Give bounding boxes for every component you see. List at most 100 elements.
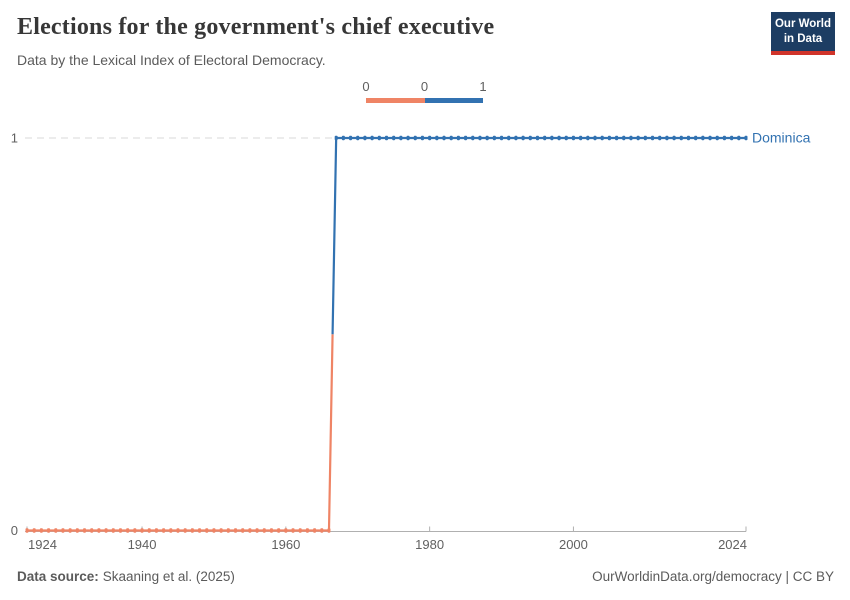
series-marker[interactable]: [478, 135, 482, 141]
legend-bar-value-1[interactable]: [424, 98, 483, 103]
series-marker[interactable]: [385, 135, 388, 141]
series-marker[interactable]: [730, 135, 734, 141]
series-marker[interactable]: [305, 528, 309, 533]
series-marker[interactable]: [686, 135, 690, 141]
series-marker[interactable]: [284, 528, 288, 533]
series-marker[interactable]: [147, 528, 151, 533]
series-marker[interactable]: [262, 528, 266, 533]
series-marker[interactable]: [564, 135, 568, 141]
footer-license-link[interactable]: OurWorldinData.org/democracy | CC BY: [592, 569, 834, 584]
series-marker[interactable]: [133, 528, 137, 533]
series-marker[interactable]: [607, 135, 611, 141]
series-marker[interactable]: [104, 528, 108, 533]
series-marker[interactable]: [550, 135, 554, 141]
series-marker[interactable]: [269, 528, 273, 533]
series-marker[interactable]: [68, 528, 72, 533]
series-marker[interactable]: [535, 135, 539, 141]
series-line-segment[interactable]: [27, 334, 334, 532]
series-marker[interactable]: [219, 528, 223, 533]
series-marker[interactable]: [25, 528, 29, 533]
series-marker[interactable]: [629, 135, 633, 141]
series-marker[interactable]: [600, 135, 604, 141]
series-marker[interactable]: [54, 528, 58, 533]
series-marker[interactable]: [75, 528, 79, 533]
series-marker[interactable]: [543, 135, 547, 141]
series-marker[interactable]: [665, 135, 669, 141]
series-marker[interactable]: [701, 135, 705, 141]
series-marker[interactable]: [248, 528, 252, 533]
series-marker[interactable]: [190, 528, 194, 533]
series-marker[interactable]: [492, 135, 496, 141]
series-marker[interactable]: [97, 528, 101, 533]
series-marker[interactable]: [413, 135, 417, 141]
series-marker[interactable]: [83, 528, 87, 533]
series-line-segment[interactable]: [331, 136, 746, 335]
series-marker[interactable]: [176, 528, 180, 533]
series-marker[interactable]: [291, 528, 295, 533]
series-marker[interactable]: [744, 135, 748, 141]
series-marker[interactable]: [90, 528, 94, 533]
legend-bar-value-0[interactable]: [366, 98, 425, 103]
series-marker[interactable]: [672, 135, 676, 141]
series-marker[interactable]: [464, 135, 468, 141]
series-marker[interactable]: [658, 135, 662, 141]
series-marker[interactable]: [363, 135, 367, 141]
owid-logo[interactable]: Our World in Data: [771, 12, 835, 55]
series-marker[interactable]: [255, 528, 259, 533]
series-marker[interactable]: [528, 135, 532, 141]
series-marker[interactable]: [126, 528, 130, 533]
series-marker[interactable]: [356, 135, 360, 141]
series-marker[interactable]: [737, 135, 741, 141]
series-marker[interactable]: [622, 135, 626, 141]
series-marker[interactable]: [154, 528, 158, 533]
series-marker[interactable]: [47, 528, 51, 533]
series-marker[interactable]: [334, 135, 338, 141]
series-marker[interactable]: [320, 528, 324, 533]
series-marker[interactable]: [643, 135, 647, 141]
footer-source-value[interactable]: Skaaning et al. (2025): [102, 569, 235, 584]
series-marker[interactable]: [162, 528, 166, 533]
series-marker[interactable]: [557, 135, 561, 141]
series-marker[interactable]: [205, 528, 209, 533]
series-marker[interactable]: [392, 135, 396, 141]
series-marker[interactable]: [212, 528, 216, 533]
series-marker[interactable]: [579, 135, 583, 141]
series-marker[interactable]: [39, 528, 43, 533]
series-marker[interactable]: [500, 135, 504, 141]
series-marker[interactable]: [327, 528, 331, 533]
entity-label[interactable]: Dominica: [752, 130, 811, 146]
series-marker[interactable]: [61, 528, 65, 533]
series-marker[interactable]: [485, 135, 489, 141]
series-marker[interactable]: [226, 528, 230, 533]
series-marker[interactable]: [349, 135, 353, 141]
series-marker[interactable]: [507, 135, 511, 141]
series-marker[interactable]: [277, 528, 281, 533]
series-marker[interactable]: [198, 528, 202, 533]
series-marker[interactable]: [449, 135, 453, 141]
series-marker[interactable]: [140, 528, 144, 533]
series-marker[interactable]: [456, 135, 460, 141]
series-marker[interactable]: [169, 528, 173, 533]
series-marker[interactable]: [111, 528, 115, 533]
series-marker[interactable]: [435, 135, 439, 141]
series-marker[interactable]: [377, 135, 381, 141]
series-marker[interactable]: [679, 135, 683, 141]
series-marker[interactable]: [313, 528, 317, 533]
series-marker[interactable]: [694, 135, 698, 141]
series-marker[interactable]: [636, 135, 640, 141]
series-marker[interactable]: [234, 528, 238, 533]
series-marker[interactable]: [722, 135, 726, 141]
series-marker[interactable]: [615, 135, 619, 141]
series-marker[interactable]: [571, 135, 575, 141]
series-marker[interactable]: [370, 135, 374, 141]
series-marker[interactable]: [399, 135, 403, 141]
series-marker[interactable]: [298, 528, 302, 533]
series-marker[interactable]: [32, 528, 36, 533]
series-marker[interactable]: [341, 135, 345, 141]
series-marker[interactable]: [593, 135, 597, 141]
series-marker[interactable]: [442, 135, 446, 141]
series-marker[interactable]: [715, 135, 719, 141]
series-marker[interactable]: [241, 528, 245, 533]
series-marker[interactable]: [708, 135, 712, 141]
